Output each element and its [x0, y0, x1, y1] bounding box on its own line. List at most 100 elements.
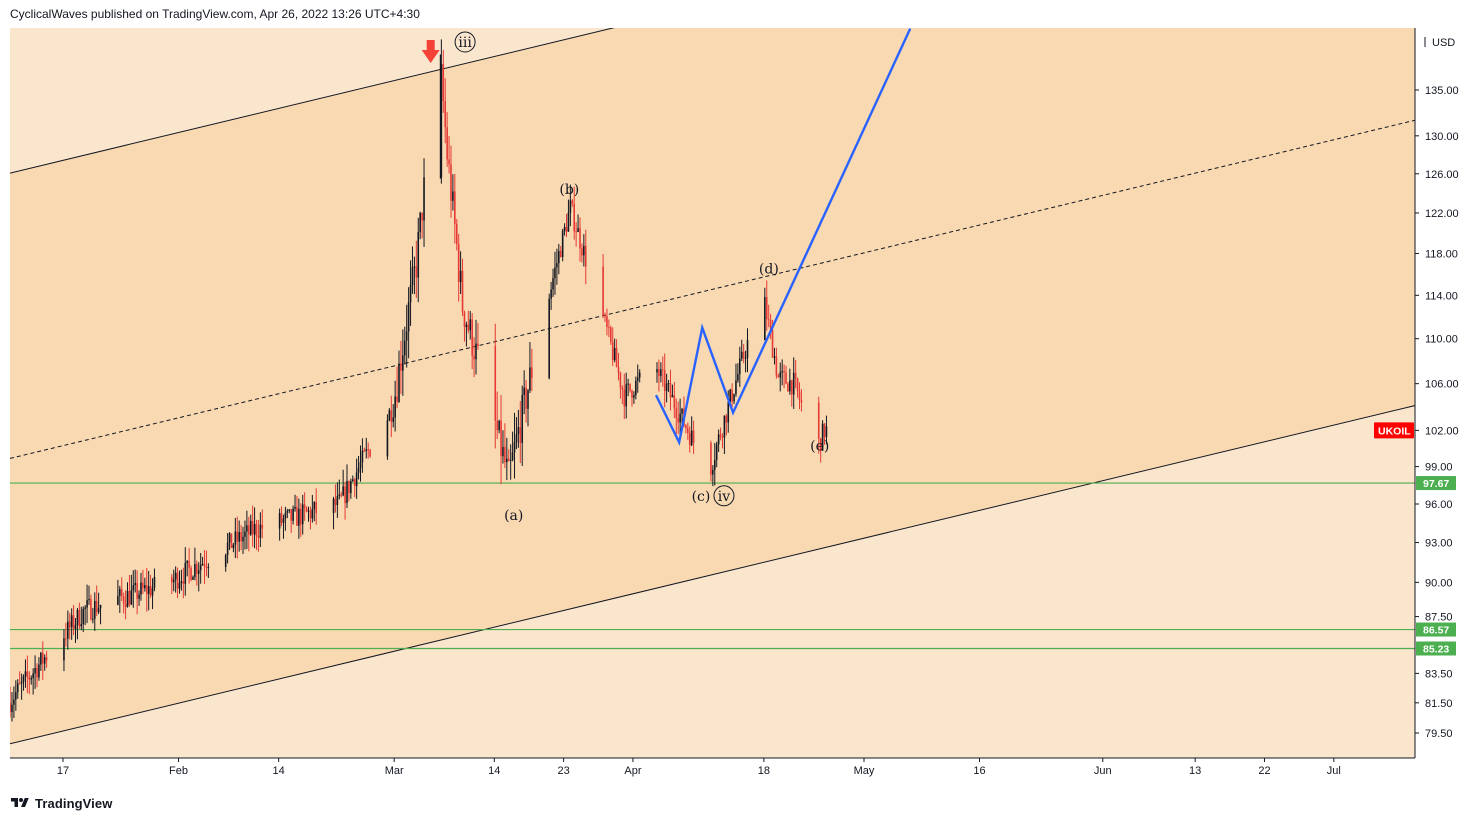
- candle: [138, 590, 140, 606]
- candle: [259, 512, 262, 548]
- candle: [120, 577, 123, 601]
- candle: [789, 368, 791, 395]
- candle: [448, 136, 450, 174]
- price-tick-label: 135.00: [1425, 85, 1459, 97]
- candle: [467, 310, 470, 334]
- wave-b-label: (b): [559, 182, 579, 198]
- candle: [357, 455, 360, 480]
- candle: [90, 594, 92, 621]
- candle: [602, 254, 604, 319]
- candle: [511, 431, 514, 462]
- candle: [359, 445, 362, 482]
- candle: [97, 592, 100, 615]
- price-tick-label: 106.00: [1425, 379, 1459, 391]
- time-tick-label: Jul: [1327, 765, 1341, 777]
- price-tick-label: 99.00: [1425, 462, 1453, 474]
- candle: [32, 668, 34, 695]
- candle: [463, 310, 466, 342]
- candle: [744, 350, 747, 373]
- candle: [561, 228, 564, 262]
- time-tick-label: 14: [488, 765, 500, 777]
- candle: [342, 469, 344, 497]
- currency-label: USD: [1432, 37, 1455, 49]
- candle: [509, 444, 512, 480]
- candle: [153, 568, 156, 592]
- candle: [36, 663, 38, 688]
- candle: [819, 437, 822, 463]
- candle: [623, 373, 626, 420]
- candle: [176, 567, 179, 599]
- time-tick-label: Feb: [169, 765, 188, 777]
- candle: [409, 260, 412, 326]
- candle: [692, 420, 695, 454]
- candle: [344, 481, 346, 520]
- wave-c-label: (c): [692, 489, 711, 505]
- candle: [821, 420, 824, 451]
- candle: [402, 329, 404, 396]
- candle: [740, 339, 743, 362]
- candle: [746, 328, 749, 373]
- candle: [459, 251, 462, 295]
- candle: [340, 491, 343, 498]
- candle: [575, 222, 577, 247]
- candle: [725, 413, 728, 436]
- candle: [299, 503, 302, 537]
- candle: [785, 365, 787, 385]
- candle: [144, 577, 146, 592]
- candle: [394, 380, 396, 432]
- wave-d-label: (d): [759, 261, 779, 277]
- candle: [24, 659, 27, 688]
- candle: [180, 569, 183, 591]
- candle: [124, 590, 127, 620]
- candle: [563, 223, 566, 236]
- candle: [234, 517, 237, 558]
- level-price-badge: 97.67: [1416, 476, 1456, 491]
- candle: [246, 510, 248, 550]
- candle: [309, 506, 312, 530]
- price-tick-label: 102.00: [1425, 425, 1459, 437]
- candle: [95, 585, 98, 617]
- candle: [671, 384, 674, 398]
- candle: [583, 234, 585, 267]
- time-tick-label: 14: [273, 765, 285, 777]
- time-axis[interactable]: [10, 759, 1416, 785]
- time-tick-label: Jun: [1094, 765, 1112, 777]
- candle: [149, 574, 152, 598]
- level-badge-label: 86.57: [1423, 625, 1449, 637]
- candle: [502, 430, 504, 464]
- candle: [631, 389, 633, 407]
- footer-brand[interactable]: TradingView: [10, 794, 112, 812]
- candle: [196, 560, 198, 586]
- candle: [440, 39, 443, 184]
- candle: [764, 287, 766, 341]
- level-price-badge: 86.57: [1416, 622, 1456, 637]
- channel-fill: [10, 28, 1415, 744]
- candle: [16, 679, 19, 699]
- candle: [130, 574, 133, 606]
- candle: [40, 651, 42, 671]
- candle: [461, 258, 464, 317]
- candle: [663, 353, 666, 408]
- candle: [350, 478, 352, 499]
- candle: [415, 240, 418, 298]
- candle: [777, 373, 780, 378]
- wave-iii-label: iii: [458, 35, 472, 51]
- candle: [567, 199, 570, 232]
- symbol-badge-label: UKOIL: [1378, 425, 1411, 437]
- candle: [128, 574, 131, 607]
- candle: [665, 373, 668, 403]
- candle: [529, 341, 531, 393]
- candle: [531, 348, 533, 392]
- time-tick-label: 13: [1189, 765, 1201, 777]
- wave-a-label: (a): [504, 508, 523, 524]
- time-tick-label: 22: [1258, 765, 1270, 777]
- candle: [609, 325, 612, 345]
- candle: [307, 506, 310, 522]
- time-tick-label: Mar: [385, 765, 404, 777]
- candle: [224, 553, 227, 572]
- candle: [798, 382, 801, 410]
- time-tick-label: 23: [558, 765, 570, 777]
- candle: [800, 388, 803, 412]
- candle: [579, 217, 581, 262]
